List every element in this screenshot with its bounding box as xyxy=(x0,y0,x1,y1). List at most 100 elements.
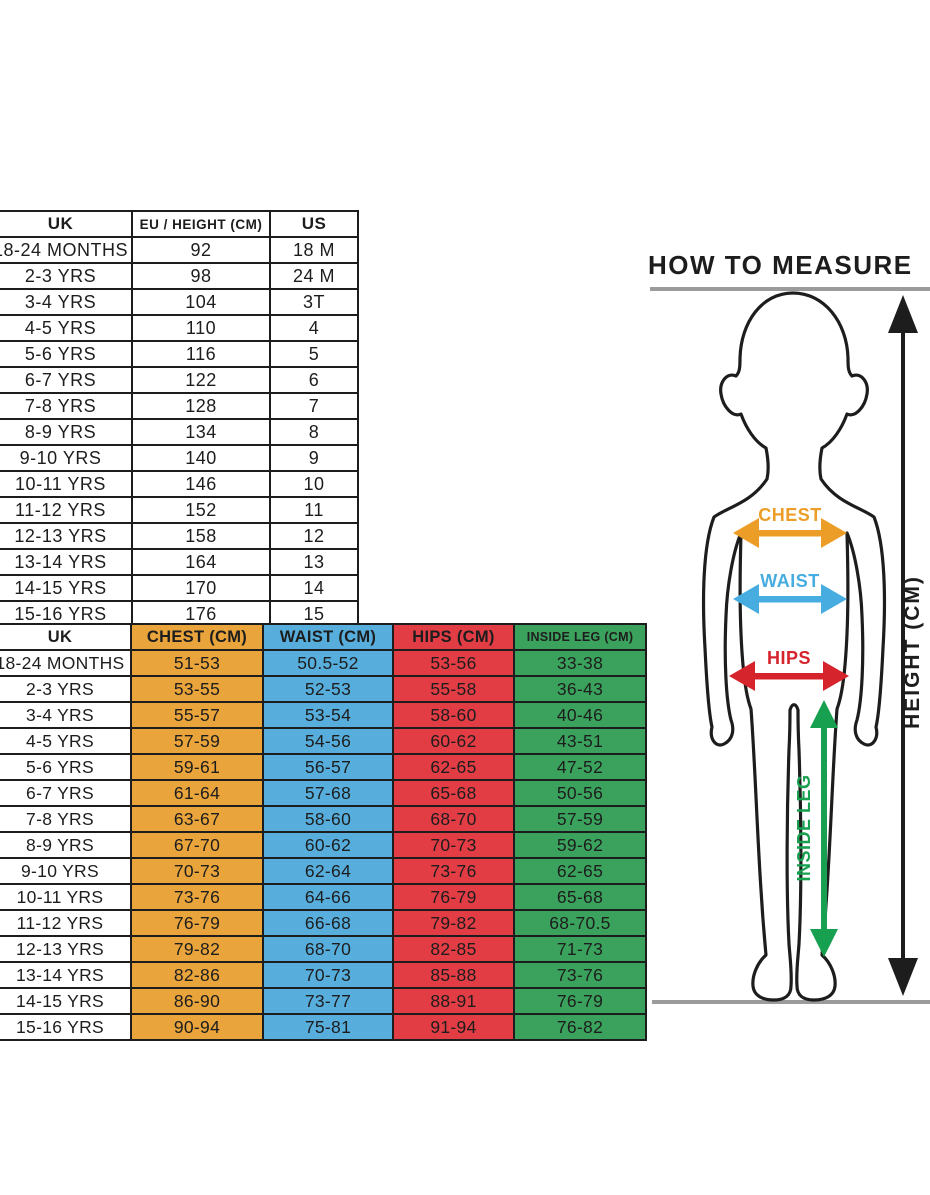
table-row: 14-15 YRS 86-90 73-77 88-91 76-79 xyxy=(0,987,647,1015)
table-row: 13-14 YRS 164 13 xyxy=(0,548,359,576)
table-cell: 57-68 xyxy=(262,779,394,807)
table-row: 8-9 YRS 67-70 60-62 70-73 59-62 xyxy=(0,831,647,859)
height-arrow: HEIGHT (CM) xyxy=(888,295,924,996)
waist-label: WAIST xyxy=(760,571,820,591)
column-header-us: US xyxy=(269,210,359,238)
table-cell: 68-70 xyxy=(262,935,394,963)
table-cell: 33-38 xyxy=(513,649,647,677)
table-cell: 8-9 YRS xyxy=(0,831,132,859)
table-cell: 18-24 MONTHS xyxy=(0,236,133,264)
table-cell: 55-58 xyxy=(392,675,515,703)
column-header-uk: UK xyxy=(0,623,132,651)
table-cell: 57-59 xyxy=(513,805,647,833)
column-header-waist: WAIST (CM) xyxy=(262,623,394,651)
table-cell: 76-79 xyxy=(392,883,515,911)
table-row: 9-10 YRS 140 9 xyxy=(0,444,359,472)
table-cell: 122 xyxy=(131,366,271,394)
how-to-measure-title: HOW TO MEASURE xyxy=(648,250,913,280)
table-cell: 6-7 YRS xyxy=(0,779,132,807)
table-cell: 57-59 xyxy=(130,727,264,755)
table-cell: 65-68 xyxy=(392,779,515,807)
table-cell: 75-81 xyxy=(262,1013,394,1041)
table-cell: 66-68 xyxy=(262,909,394,937)
table-cell: 13 xyxy=(269,548,359,576)
inside-leg-label: INSIDE LEG xyxy=(794,774,814,881)
child-figure-outline xyxy=(701,291,887,1002)
table-cell: 47-52 xyxy=(513,753,647,781)
table-cell: 55-57 xyxy=(130,701,264,729)
table-row: 14-15 YRS 170 14 xyxy=(0,574,359,602)
table-cell: 60-62 xyxy=(262,831,394,859)
table-cell: 79-82 xyxy=(130,935,264,963)
table-cell: 10-11 YRS xyxy=(0,470,133,498)
table-row: 7-8 YRS 63-67 58-60 68-70 57-59 xyxy=(0,805,647,833)
table-cell: 51-53 xyxy=(130,649,264,677)
column-header-chest: CHEST (CM) xyxy=(130,623,264,651)
table-row: 5-6 YRS 116 5 xyxy=(0,340,359,368)
table-cell: 11 xyxy=(269,496,359,524)
size-conversion-table-header: UK EU / HEIGHT (CM) US xyxy=(0,210,359,238)
chest-label: CHEST xyxy=(758,505,822,525)
body-measurement-table-body: 18-24 MONTHS 51-53 50.5-52 53-56 33-38 2-3 YR… xyxy=(0,649,647,1041)
table-cell: 52-53 xyxy=(262,675,394,703)
table-header-row: UK CHEST (CM) WAIST (CM) HIPS (CM) INSID… xyxy=(0,623,647,651)
table-cell: 50-56 xyxy=(513,779,647,807)
table-cell: 13-14 YRS xyxy=(0,961,132,989)
table-cell: 18 M xyxy=(269,236,359,264)
waist-arrow: WAIST xyxy=(733,571,847,614)
table-cell: 76-79 xyxy=(513,987,647,1015)
table-row: 11-12 YRS 152 11 xyxy=(0,496,359,524)
table-cell: 110 xyxy=(131,314,271,342)
table-row: 11-12 YRS 76-79 66-68 79-82 68-70.5 xyxy=(0,909,647,937)
table-cell: 60-62 xyxy=(392,727,515,755)
table-cell: 14-15 YRS xyxy=(0,987,132,1015)
table-cell: 68-70.5 xyxy=(513,909,647,937)
table-cell: 11-12 YRS xyxy=(0,496,133,524)
table-cell: 53-54 xyxy=(262,701,394,729)
table-cell: 36-43 xyxy=(513,675,647,703)
table-cell: 62-64 xyxy=(262,857,394,885)
table-cell: 67-70 xyxy=(130,831,264,859)
table-row: 18-24 MONTHS 51-53 50.5-52 53-56 33-38 xyxy=(0,649,647,677)
table-cell: 73-77 xyxy=(262,987,394,1015)
table-cell: 82-85 xyxy=(392,935,515,963)
table-row: 13-14 YRS 82-86 70-73 85-88 73-76 xyxy=(0,961,647,989)
table-header-row: UK EU / HEIGHT (CM) US xyxy=(0,210,359,238)
table-cell: 70-73 xyxy=(262,961,394,989)
table-cell: 164 xyxy=(131,548,271,576)
table-cell: 53-56 xyxy=(392,649,515,677)
table-cell: 5 xyxy=(269,340,359,368)
table-row: 9-10 YRS 70-73 62-64 73-76 62-65 xyxy=(0,857,647,885)
table-row: 5-6 YRS 59-61 56-57 62-65 47-52 xyxy=(0,753,647,781)
table-cell: 2-3 YRS xyxy=(0,675,132,703)
table-cell: 10-11 YRS xyxy=(0,883,132,911)
table-cell: 61-64 xyxy=(130,779,264,807)
table-cell: 146 xyxy=(131,470,271,498)
table-cell: 68-70 xyxy=(392,805,515,833)
table-cell: 76-79 xyxy=(130,909,264,937)
table-cell: 12-13 YRS xyxy=(0,935,132,963)
table-cell: 158 xyxy=(131,522,271,550)
table-cell: 73-76 xyxy=(513,961,647,989)
table-cell: 59-62 xyxy=(513,831,647,859)
table-cell: 92 xyxy=(131,236,271,264)
table-cell: 15-16 YRS xyxy=(0,1013,132,1041)
column-header-inside-leg: INSIDE LEG (CM) xyxy=(513,623,647,651)
table-cell: 12 xyxy=(269,522,359,550)
table-cell: 9-10 YRS xyxy=(0,857,132,885)
table-cell: 90-94 xyxy=(130,1013,264,1041)
table-row: 18-24 MONTHS 92 18 M xyxy=(0,236,359,264)
table-cell: 18-24 MONTHS xyxy=(0,649,132,677)
measure-diagram: CHEST WAIST HIPS INSIDE LEG xyxy=(650,287,930,1004)
inside-leg-arrow: INSIDE LEG xyxy=(794,700,838,957)
table-cell: 8-9 YRS xyxy=(0,418,133,446)
table-cell: 11-12 YRS xyxy=(0,909,132,937)
table-cell: 56-57 xyxy=(262,753,394,781)
table-cell: 50.5-52 xyxy=(262,649,394,677)
table-cell: 5-6 YRS xyxy=(0,340,133,368)
body-measurement-table: UK CHEST (CM) WAIST (CM) HIPS (CM) INSID… xyxy=(0,623,647,1041)
table-row: 4-5 YRS 110 4 xyxy=(0,314,359,342)
body-measurement-table-header: UK CHEST (CM) WAIST (CM) HIPS (CM) INSID… xyxy=(0,623,647,651)
table-cell: 10 xyxy=(269,470,359,498)
table-cell: 6-7 YRS xyxy=(0,366,133,394)
